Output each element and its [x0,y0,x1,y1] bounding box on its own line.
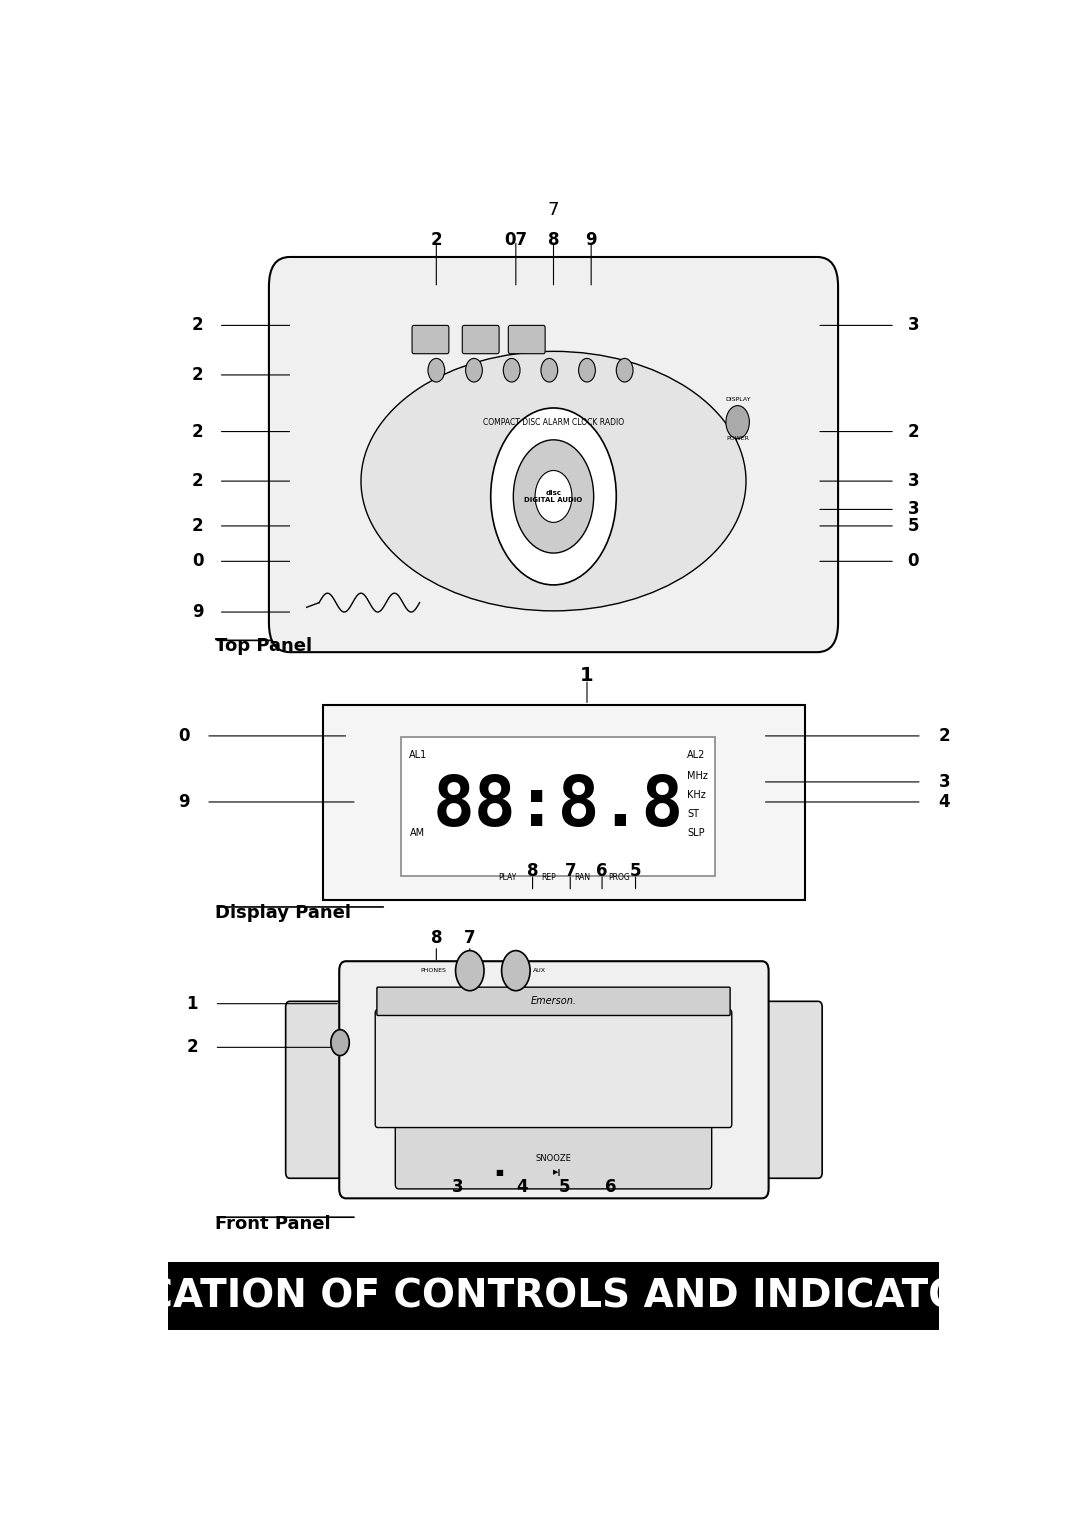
Text: 1: 1 [580,666,594,685]
FancyBboxPatch shape [462,325,499,354]
Text: MHz: MHz [688,771,708,781]
Text: 5: 5 [630,863,642,879]
FancyBboxPatch shape [413,325,449,354]
Text: 2: 2 [192,317,204,334]
FancyBboxPatch shape [375,1010,732,1128]
Text: 2: 2 [431,231,442,250]
Circle shape [617,358,633,381]
Text: LOCATION OF CONTROLS AND INDICATORS: LOCATION OF CONTROLS AND INDICATORS [87,1278,1020,1316]
Circle shape [490,408,617,585]
Text: 4: 4 [939,794,950,810]
Text: 7: 7 [464,930,475,947]
Text: 07: 07 [504,231,527,250]
Text: PLAY: PLAY [498,873,516,882]
Circle shape [456,950,484,991]
Text: KHz: KHz [688,791,706,800]
Text: AL1: AL1 [409,749,427,760]
Text: 9: 9 [585,231,597,250]
Circle shape [541,358,557,381]
Text: 5: 5 [558,1178,570,1196]
FancyBboxPatch shape [269,257,838,653]
Text: ■: ■ [495,1167,503,1177]
Circle shape [503,358,521,381]
Text: 2: 2 [192,516,204,535]
Circle shape [501,950,530,991]
Text: 7: 7 [565,863,576,879]
Bar [401,737,715,876]
Text: 2: 2 [192,472,204,490]
Text: 2: 2 [192,366,204,385]
FancyBboxPatch shape [285,1002,351,1178]
Text: PHONES: PHONES [420,968,446,973]
Text: 2: 2 [186,1039,198,1057]
Text: 8: 8 [431,930,442,947]
FancyBboxPatch shape [395,1118,712,1189]
Ellipse shape [361,351,746,611]
Text: 1: 1 [186,994,198,1013]
Circle shape [465,358,483,381]
Text: 5: 5 [907,516,919,535]
Text: AUX: AUX [532,968,545,973]
Text: 88:8.8: 88:8.8 [433,774,684,840]
Text: 6: 6 [605,1178,617,1196]
Text: REP: REP [541,873,556,882]
Text: ▶‖: ▶‖ [553,1169,562,1177]
Circle shape [726,406,750,438]
Text: AL2: AL2 [688,749,706,760]
Text: 6: 6 [596,863,608,879]
Circle shape [579,358,595,381]
Text: 4: 4 [516,1178,527,1196]
FancyBboxPatch shape [377,987,730,1016]
Text: 0: 0 [907,553,919,570]
Text: 7: 7 [548,201,559,219]
Text: 3: 3 [451,1178,463,1196]
Text: RAN: RAN [575,873,591,882]
Text: 2: 2 [939,726,950,745]
Text: 9: 9 [192,604,204,620]
Text: Display Panel: Display Panel [215,904,351,922]
Text: 3: 3 [907,472,919,490]
Text: 9: 9 [178,794,189,810]
Circle shape [513,440,594,553]
Text: 0: 0 [178,726,189,745]
Text: 0: 0 [192,553,203,570]
Text: 3: 3 [907,501,919,518]
Text: Emerson.: Emerson. [530,996,577,1007]
Text: COMPACT DISC ALARM CLOCK RADIO: COMPACT DISC ALARM CLOCK RADIO [483,418,624,426]
Text: Top Panel: Top Panel [215,637,312,656]
Text: Front Panel: Front Panel [215,1215,330,1233]
Text: POWER: POWER [726,437,750,441]
Text: PROG: PROG [608,873,630,882]
Text: AM: AM [410,827,426,838]
Text: 3: 3 [939,774,950,791]
Bar [168,1262,939,1330]
Text: SNOOZE: SNOOZE [536,1154,571,1163]
FancyBboxPatch shape [509,325,545,354]
FancyBboxPatch shape [339,961,769,1198]
Text: 2: 2 [907,423,919,441]
Text: SLP: SLP [688,827,705,838]
Circle shape [428,358,445,381]
Text: disc
DIGITAL AUDIO: disc DIGITAL AUDIO [525,490,582,502]
Text: 8: 8 [527,863,538,879]
Circle shape [535,470,572,522]
Text: 3: 3 [907,317,919,334]
Text: ST: ST [688,809,700,818]
Text: 2: 2 [192,423,204,441]
Bar [323,705,805,899]
FancyBboxPatch shape [757,1002,822,1178]
Text: DISPLAY: DISPLAY [725,397,751,401]
Circle shape [330,1030,349,1056]
Text: 8: 8 [548,231,559,250]
